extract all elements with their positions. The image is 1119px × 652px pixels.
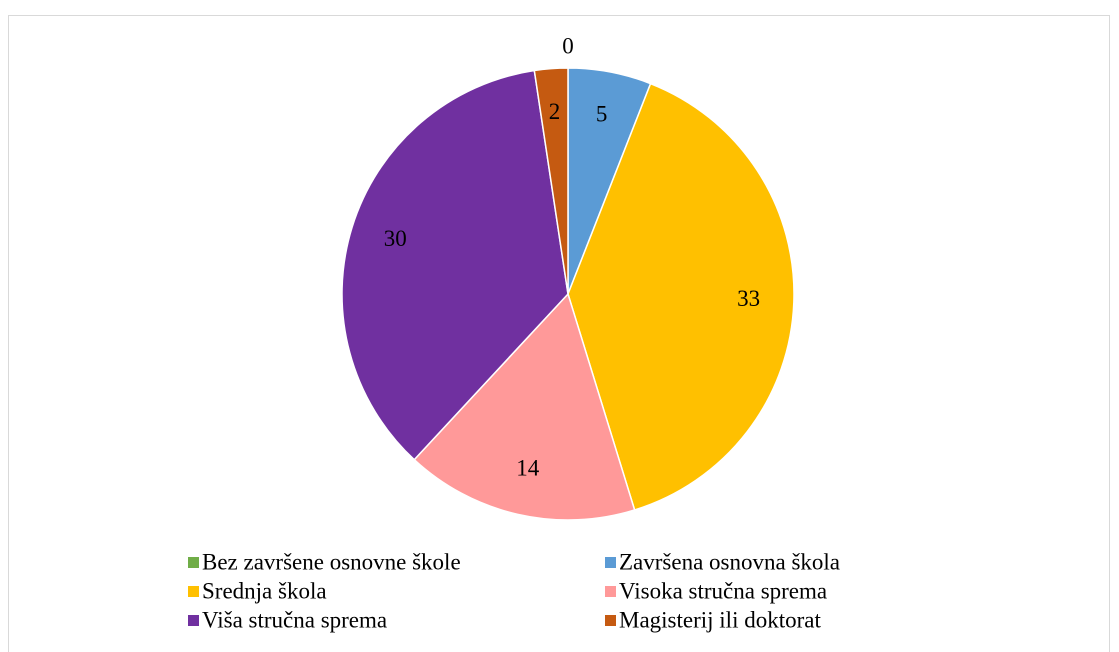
legend-swatch [605,557,616,568]
legend-label: Završena osnovna škola [619,549,840,574]
data-label: 30 [384,226,407,251]
legend-label: Viša stručna sprema [202,607,387,632]
legend-label: Srednja škola [202,578,327,603]
data-label: 33 [737,286,760,311]
legend-swatch [605,586,616,597]
data-label: 0 [562,33,574,58]
pie-slice [567,82,795,511]
pie-slice [413,292,636,521]
pie-slice [533,67,569,295]
data-label: 5 [596,102,608,127]
legend-swatch [188,557,199,568]
legend-label: Bez završene osnovne škole [202,549,461,574]
legend-swatch [605,615,616,626]
data-label: 14 [516,456,540,481]
legend-swatch [188,586,199,597]
legend-label: Magisterij ili doktorat [619,607,821,632]
legend-label: Visoka stručna sprema [619,578,827,603]
pie-slice [341,69,569,461]
data-label: 2 [549,99,561,124]
legend-swatch [188,615,199,626]
